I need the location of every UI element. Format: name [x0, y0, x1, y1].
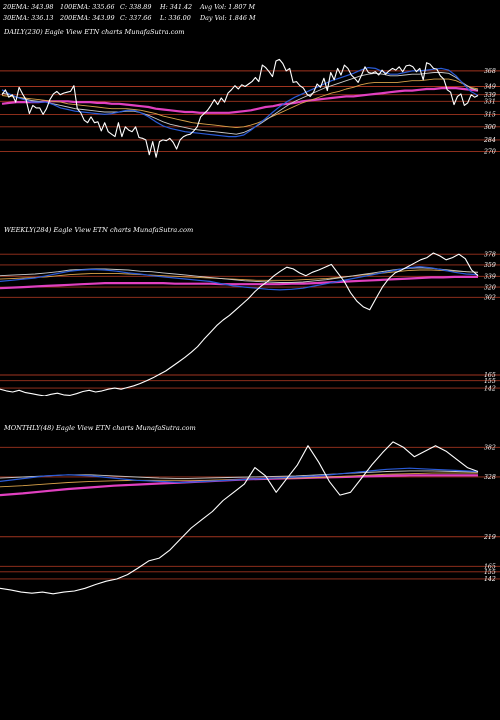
stat-close: C: 338.89 [120, 3, 152, 11]
daily-level-label-6: 284 [483, 137, 496, 144]
daily-price-line [1, 58, 479, 158]
stat-avg-vol: Avg Vol: 1.807 M [200, 3, 256, 11]
weekly-ema-fast-line [0, 266, 479, 291]
weekly-price-line [0, 252, 479, 396]
weekly-level-label-6: 155 [484, 378, 496, 385]
monthly-level-label-4: 155 [484, 569, 496, 576]
monthly-price-line [0, 441, 479, 595]
monthly-level-label-2: 219 [483, 534, 496, 541]
weekly-level-label-5: 165 [484, 372, 496, 379]
weekly-panel-title: WEEKLY(284) Eagle View ETN charts Munafa… [4, 226, 194, 234]
stat-day-vol: Day Vol: 1.846 M [200, 14, 256, 22]
stat-30ema: 30EMA: 336.13 [3, 14, 54, 22]
weekly-level-label-7: 142 [484, 385, 496, 392]
daily-level-label-2: 339 [484, 92, 496, 99]
stat-low: L: 336.00 [160, 14, 191, 22]
daily-level-label-7: 270 [483, 149, 496, 156]
weekly-level-label-4: 302 [484, 294, 496, 301]
daily-level-label-4: 315 [484, 112, 496, 119]
stat-20ema: 20EMA: 343.98 [3, 3, 54, 11]
monthly-level-label-3: 165 [484, 564, 496, 571]
daily-level-label-1: 349 [484, 84, 496, 91]
daily-ema-mid-line [1, 72, 479, 135]
daily-level-label-3: 331 [484, 98, 496, 105]
monthly-level-label-0: 382 [484, 445, 496, 452]
stat-close-2: C: 337.66 [120, 14, 152, 22]
daily-ema-long-line [1, 86, 479, 114]
daily-level-label-0: 368 [484, 68, 496, 75]
weekly-level-label-0: 378 [484, 251, 496, 258]
weekly-level-label-2: 339 [484, 273, 496, 280]
monthly-ema-fast-line [0, 467, 479, 484]
stat-200ema: 200EMA: 343.99 [60, 14, 115, 22]
daily-level-label-5: 300 [484, 124, 496, 131]
weekly-ema-long-line [0, 275, 478, 290]
stat-100ema: 100EMA: 335.66 [60, 3, 115, 11]
weekly-ema-mid-line [0, 267, 479, 283]
weekly-level-label-3: 320 [484, 284, 496, 291]
stat-high: H: 341.42 [160, 3, 193, 11]
monthly-ema-long-line [0, 474, 478, 497]
monthly-level-label-1: 328 [484, 474, 496, 481]
weekly-level-label-1: 359 [484, 262, 496, 269]
daily-panel-title: DAILY(230) Eagle View ETN charts MunafaS… [4, 28, 185, 36]
daily-ema-fast-line [1, 67, 479, 138]
daily-ema-slow-line [1, 78, 479, 129]
monthly-panel-title: MONTHLY(48) Eagle View ETN charts Munafa… [4, 424, 196, 432]
monthly-level-label-5: 142 [484, 576, 496, 583]
